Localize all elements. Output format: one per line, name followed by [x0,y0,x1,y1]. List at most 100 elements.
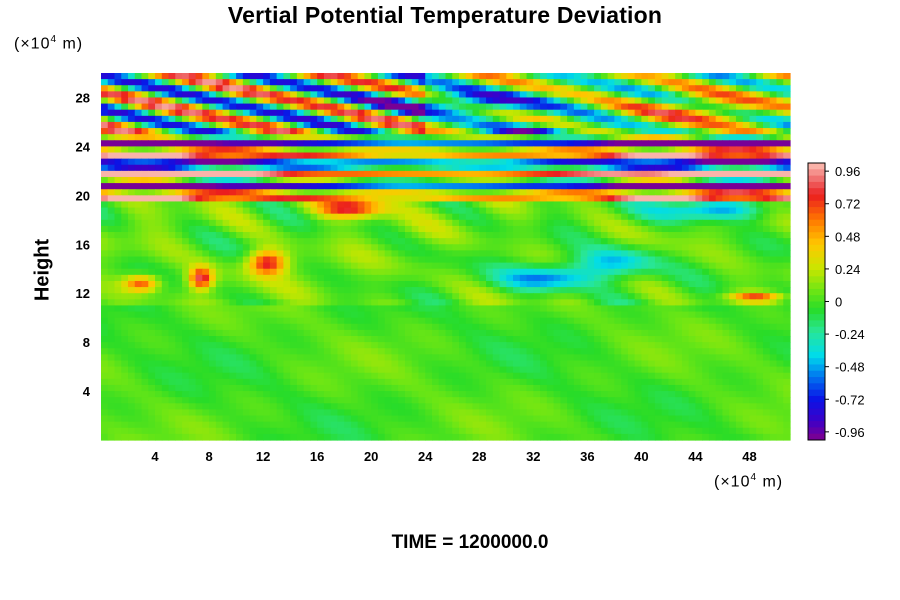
heatmap-cell [695,336,703,343]
heatmap-cell [513,238,521,245]
heatmap-cell [276,311,284,319]
heatmap-cell [756,336,764,343]
heatmap-cell [128,256,136,264]
heatmap-cell [668,97,676,105]
heatmap-cell [452,73,460,80]
heatmap-cell [459,348,467,355]
heatmap-cell [236,97,244,105]
heatmap-cell [303,287,311,294]
heatmap-cell [175,201,183,209]
heatmap-cell [330,140,339,147]
heatmap-cell [627,140,636,147]
heatmap-cell [155,311,163,319]
heatmap-cell [182,158,190,166]
heatmap-cell [580,360,588,368]
heatmap-cell [722,183,730,190]
heatmap-cell [513,170,521,178]
heatmap-cell [661,348,670,355]
heatmap-cell [715,195,724,203]
heatmap-cell [161,348,170,355]
heatmap-cell [364,164,372,172]
heatmap-cell [486,311,494,319]
heatmap-cell [695,250,703,258]
heatmap-cell [459,158,467,166]
heatmap-cell [263,305,271,313]
heatmap-cell [634,244,642,251]
heatmap-cell [438,250,447,258]
heatmap-cell [161,201,170,209]
heatmap-cell [533,232,541,239]
heatmap-cell [499,140,507,147]
heatmap-cell [236,164,244,172]
heatmap-cell [722,219,730,227]
y-axis-unit: (×104 m) [14,34,84,53]
heatmap-cell [195,348,203,355]
heatmap-cell [621,109,629,117]
heatmap-cell [722,287,730,294]
heatmap-cell [600,213,609,221]
heatmap-cell [695,176,703,184]
heatmap-cell [776,342,784,349]
heatmap-cell [276,176,284,184]
heatmap-cell [161,115,170,123]
heatmap-cell [492,213,501,221]
heatmap-cell [276,268,284,276]
heatmap-cell [533,348,541,355]
heatmap-cell [722,329,730,337]
heatmap-cell [296,152,305,160]
heatmap-cell [513,91,521,99]
heatmap-cell [425,274,433,282]
heatmap-cell [648,329,656,337]
heatmap-cell [128,97,136,105]
heatmap-cell [398,225,406,233]
heatmap-cell [236,85,244,92]
heatmap-cell [553,219,561,227]
heatmap-cell [715,103,724,111]
heatmap-cell [323,128,332,135]
heatmap-cell [600,158,609,166]
heatmap-cell [465,329,474,337]
heatmap-cell [323,170,332,178]
heatmap-cell [377,176,386,184]
heatmap-cell [641,250,649,258]
heatmap-cell [323,73,332,80]
heatmap-cell [202,354,210,362]
heatmap-cell [350,323,359,331]
heatmap-cell [350,360,359,368]
heatmap-cell [735,85,744,92]
heatmap-cell [459,201,467,209]
heatmap-cell [404,152,413,160]
heatmap-cell [121,225,129,233]
heatmap-cell [168,232,176,239]
heatmap-cell [627,262,636,270]
heatmap-cell [425,164,433,172]
heatmap-cell [411,225,420,233]
heatmap-cell [742,232,751,239]
heatmap-cell [438,103,447,111]
heatmap-cell [283,244,291,251]
heatmap-cell [621,250,629,258]
heatmap-cell [323,140,332,147]
heatmap-cell [607,305,615,313]
heatmap-cell [276,244,284,251]
heatmap-cell [357,342,366,349]
heatmap-cell [195,195,203,203]
heatmap-cell [499,348,507,355]
heatmap-cell [776,305,784,313]
heatmap-cell [323,176,332,184]
heatmap-cell [236,262,244,270]
heatmap-cell [101,280,109,288]
heatmap-cell [337,250,345,258]
heatmap-cell [668,244,676,251]
heatmap-cell [729,79,737,86]
heatmap-cell [661,146,670,154]
heatmap-cell [283,323,291,331]
heatmap-cell [425,158,433,166]
heatmap-cell [175,329,183,337]
heatmap-cell [364,183,372,190]
heatmap-cell [107,262,116,270]
heatmap-cell [276,256,284,264]
heatmap-cell [134,232,143,239]
heatmap-cell [202,274,210,282]
heatmap-cell [540,366,548,374]
